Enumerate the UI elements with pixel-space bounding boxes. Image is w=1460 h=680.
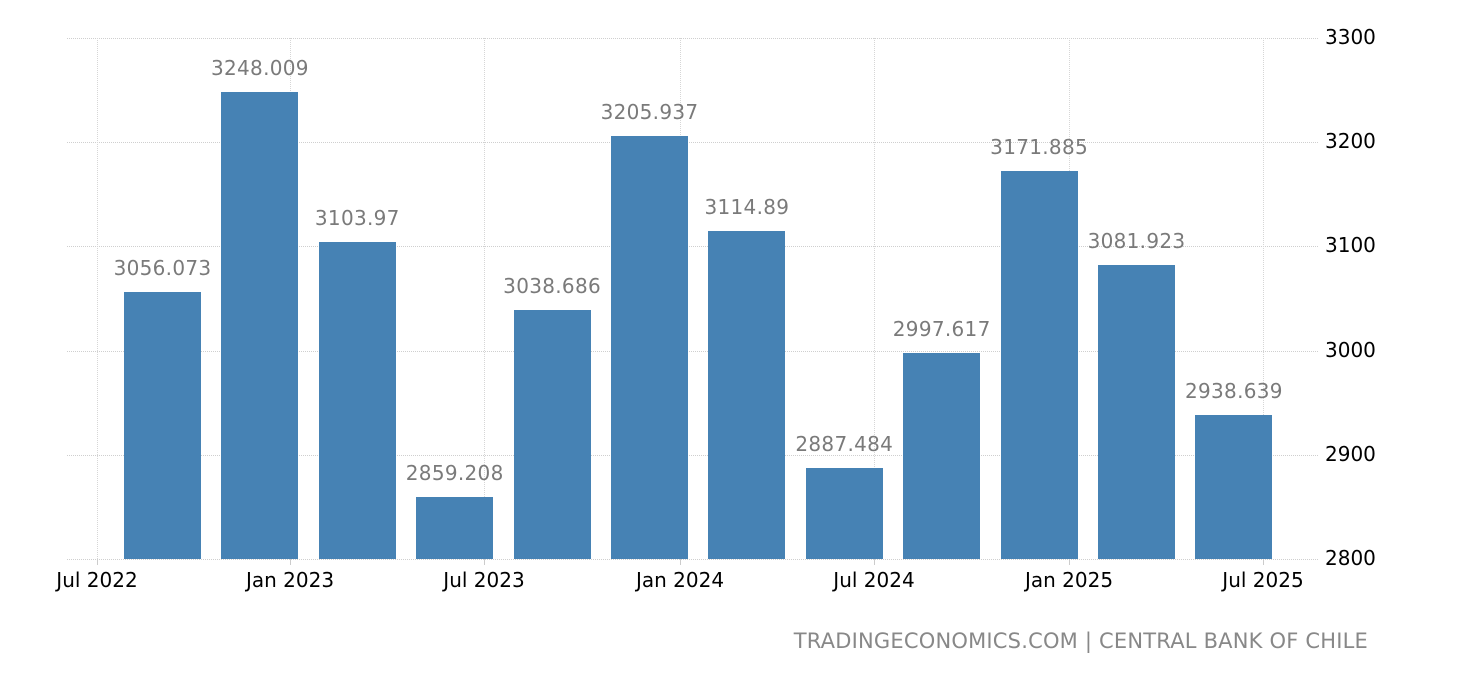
x-axis-label: Jul 2023 — [443, 568, 525, 592]
gridline-vertical — [484, 38, 485, 559]
gridline-horizontal — [67, 455, 1318, 456]
x-axis-tick — [874, 559, 875, 565]
bar-value-label: 3103.97 — [314, 206, 400, 231]
gridline-horizontal — [67, 142, 1318, 143]
bar — [1000, 171, 1078, 559]
bar — [1195, 414, 1273, 559]
gridline-horizontal — [67, 246, 1318, 247]
gridline-vertical — [874, 38, 875, 559]
bar-value-label: 3114.89 — [704, 194, 790, 219]
bar — [708, 230, 786, 559]
y-axis-label: 2800 — [1325, 546, 1376, 570]
x-axis-label: Jul 2025 — [1222, 568, 1304, 592]
bar — [124, 292, 201, 559]
x-axis-tick — [680, 559, 681, 565]
bar-value-label: 2859.208 — [405, 461, 504, 486]
x-axis-tick — [1069, 559, 1070, 565]
y-axis-label: 3000 — [1325, 338, 1376, 362]
bar-value-label: 3081.923 — [1087, 229, 1186, 254]
gridline-horizontal — [67, 559, 1318, 560]
y-axis-label: 3300 — [1325, 25, 1376, 49]
x-axis-tick — [290, 559, 291, 565]
bar — [513, 310, 591, 559]
bar-value-label: 3205.937 — [600, 100, 699, 124]
bar — [416, 497, 494, 559]
bar-value-label: 3248.009 — [210, 56, 309, 81]
x-axis-tick — [1263, 559, 1264, 565]
bar-value-label: 3038.686 — [503, 274, 602, 299]
x-axis-label: Jul 2024 — [833, 568, 915, 592]
gridline-horizontal — [67, 38, 1318, 39]
gridline-horizontal — [67, 351, 1318, 352]
x-axis-label: Jan 2025 — [1024, 568, 1114, 592]
bar-value-label: 3171.885 — [990, 135, 1089, 160]
bar — [221, 92, 299, 559]
x-axis-tick — [97, 559, 98, 565]
bar — [805, 467, 883, 559]
bar — [611, 136, 688, 559]
y-axis-label: 3100 — [1325, 233, 1376, 257]
gridline-vertical — [1263, 38, 1264, 559]
bar-value-label: 2997.617 — [892, 317, 991, 342]
bar — [318, 242, 396, 559]
x-axis-label: Jan 2024 — [635, 568, 725, 592]
x-axis-label: Jul 2022 — [56, 568, 138, 592]
bar-value-label: 2887.484 — [795, 431, 894, 456]
x-axis-tick — [484, 559, 485, 565]
bar — [1098, 265, 1175, 559]
y-axis-label: 3200 — [1325, 129, 1376, 153]
x-axis-label: Jan 2023 — [245, 568, 335, 592]
bar — [903, 353, 981, 559]
bar-value-label: 2938.639 — [1184, 378, 1283, 403]
y-axis-label: 2900 — [1325, 442, 1376, 466]
source-attribution: TRADINGECONOMICS.COM | CENTRAL BANK OF C… — [793, 629, 1368, 653]
gridline-vertical — [97, 38, 98, 559]
bar-value-label: 3056.073 — [113, 256, 212, 281]
